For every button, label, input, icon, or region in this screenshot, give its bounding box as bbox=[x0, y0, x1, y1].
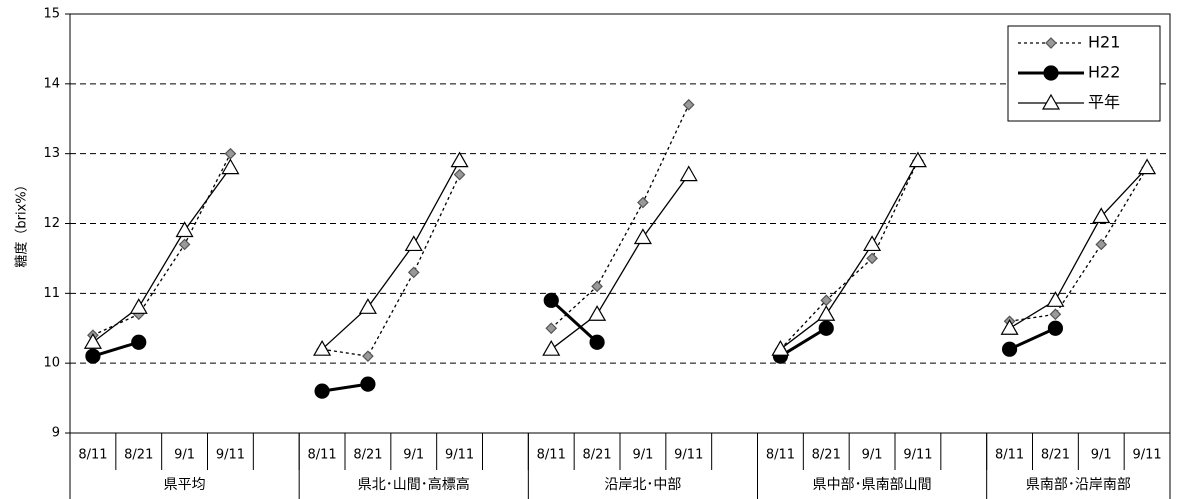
legend-label: H22 bbox=[1088, 63, 1120, 82]
data-point bbox=[589, 334, 605, 350]
data-point bbox=[85, 348, 101, 364]
x-tick-label: 8/11 bbox=[307, 448, 336, 463]
legend-marker bbox=[1043, 65, 1059, 81]
data-point bbox=[221, 158, 240, 175]
data-point bbox=[313, 339, 332, 356]
legend-label: 平年 bbox=[1088, 93, 1120, 112]
data-point bbox=[545, 322, 558, 335]
data-point bbox=[682, 98, 695, 111]
data-point bbox=[83, 333, 102, 349]
x-tick-label: 8/21 bbox=[582, 448, 611, 463]
y-tick-label: 12 bbox=[43, 216, 60, 231]
group-label: 沿岸北･中部 bbox=[604, 477, 681, 493]
legend-marker bbox=[1045, 37, 1057, 49]
x-tick-label: 8/21 bbox=[124, 448, 153, 463]
x-tick-label: 9/1 bbox=[403, 448, 424, 463]
x-tick-label: 8/21 bbox=[353, 448, 382, 463]
data-point bbox=[129, 298, 148, 314]
y-tick-label: 14 bbox=[43, 76, 60, 91]
data-point bbox=[1138, 158, 1157, 175]
y-tick-label: 9 bbox=[52, 426, 60, 441]
x-tick-label: 8/21 bbox=[812, 448, 841, 463]
data-point bbox=[542, 339, 561, 356]
data-point bbox=[453, 168, 466, 181]
group-label: 県平均 bbox=[164, 477, 206, 493]
data-point bbox=[1095, 238, 1108, 251]
x-tick-label: 8/21 bbox=[1041, 448, 1070, 463]
x-tick-label: 8/11 bbox=[995, 448, 1024, 463]
data-point bbox=[591, 280, 603, 293]
data-point bbox=[817, 305, 836, 321]
group-label: 県南部･沿岸南部 bbox=[1026, 477, 1131, 493]
x-tick-label: 8/11 bbox=[537, 448, 566, 463]
x-tick-label: 9/11 bbox=[216, 448, 245, 463]
data-point bbox=[863, 235, 882, 252]
x-tick-label: 8/11 bbox=[766, 448, 795, 463]
y-tick-label: 11 bbox=[43, 286, 60, 301]
data-point bbox=[543, 292, 559, 308]
x-tick-label: 9/11 bbox=[674, 448, 703, 463]
series-line bbox=[92, 104, 1148, 357]
y-axis-label: 糖度（brix%） bbox=[14, 178, 30, 267]
y-tick-label: 10 bbox=[43, 356, 60, 371]
data-point bbox=[360, 376, 376, 392]
data-point bbox=[633, 228, 652, 245]
x-tick-label: 9/1 bbox=[632, 448, 653, 463]
x-tick-label: 9/1 bbox=[1091, 448, 1112, 463]
data-point bbox=[1046, 291, 1065, 307]
series-line bbox=[92, 299, 1057, 393]
data-point bbox=[1092, 207, 1111, 224]
data-point bbox=[588, 305, 607, 321]
data-point bbox=[224, 147, 237, 160]
data-point bbox=[175, 221, 194, 238]
group-label: 県北･山間･高標高 bbox=[358, 476, 470, 493]
y-tick-label: 13 bbox=[43, 146, 60, 161]
x-tick-label: 9/11 bbox=[1132, 448, 1161, 463]
data-point bbox=[1000, 319, 1019, 335]
data-point bbox=[314, 383, 330, 399]
data-point bbox=[404, 235, 423, 252]
x-tick-label: 9/1 bbox=[862, 448, 883, 463]
data-point bbox=[131, 334, 147, 350]
data-point bbox=[637, 196, 649, 209]
x-tick-label: 9/11 bbox=[903, 448, 932, 463]
data-point bbox=[771, 339, 790, 356]
data-point bbox=[358, 298, 377, 314]
x-tick-label: 9/11 bbox=[445, 448, 474, 463]
data-point bbox=[866, 252, 878, 265]
data-point bbox=[178, 238, 191, 251]
data-point bbox=[1049, 308, 1062, 321]
series-line bbox=[92, 160, 1148, 350]
group-label: 県中部･県南部山間 bbox=[813, 477, 932, 493]
data-point bbox=[362, 350, 374, 363]
legend-label: H21 bbox=[1088, 33, 1120, 52]
x-tick-label: 9/1 bbox=[174, 448, 195, 463]
y-tick-label: 15 bbox=[43, 7, 60, 22]
data-point bbox=[407, 266, 420, 279]
data-point bbox=[1001, 341, 1018, 357]
x-tick-label: 8/11 bbox=[78, 448, 107, 463]
data-point bbox=[908, 151, 927, 168]
data-point bbox=[679, 165, 698, 182]
data-point bbox=[1047, 320, 1064, 336]
data-point bbox=[450, 151, 469, 168]
legend-marker bbox=[1041, 93, 1061, 110]
data-point bbox=[818, 320, 834, 336]
